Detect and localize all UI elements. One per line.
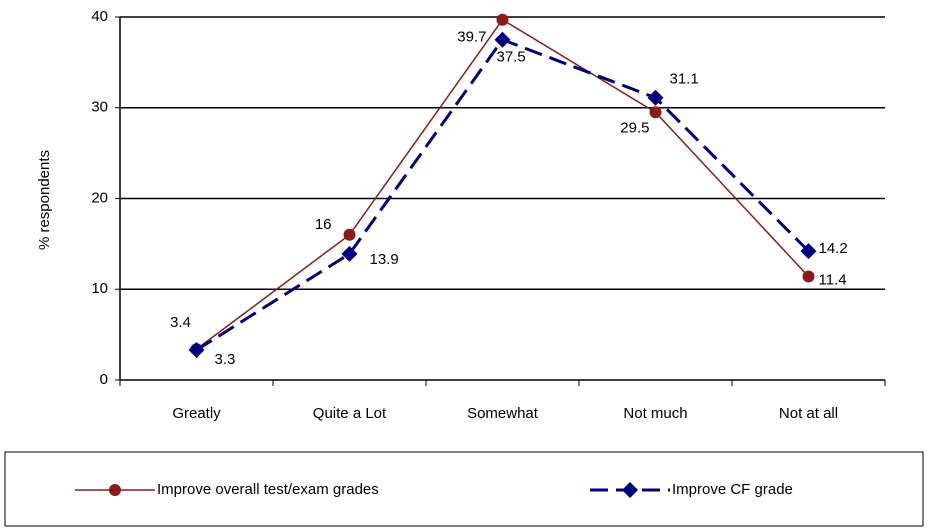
marker bbox=[343, 228, 356, 241]
legend-marker bbox=[109, 484, 121, 496]
marker bbox=[341, 245, 358, 262]
legend-label: Improve overall test/exam grades bbox=[157, 481, 379, 498]
data-label: 3.3 bbox=[215, 351, 236, 368]
series-line bbox=[196, 18, 810, 350]
data-label: 14.2 bbox=[819, 240, 848, 257]
x-tick-label: Not much bbox=[623, 405, 687, 422]
marker bbox=[649, 106, 662, 119]
y-tick-label: 30 bbox=[91, 99, 108, 116]
marker bbox=[496, 13, 509, 26]
data-label: 13.9 bbox=[370, 251, 399, 268]
x-tick-label: Greatly bbox=[172, 405, 221, 422]
x-tick-label: Quite a Lot bbox=[313, 405, 387, 422]
y-axis-label: % respondents bbox=[36, 150, 53, 250]
data-label: 3.4 bbox=[170, 314, 191, 331]
marker bbox=[802, 270, 815, 283]
legend-label: Improve CF grade bbox=[672, 481, 793, 498]
y-tick-label: 10 bbox=[91, 280, 108, 297]
data-label: 37.5 bbox=[497, 49, 526, 66]
x-tick-label: Not at all bbox=[779, 405, 838, 422]
data-label: 31.1 bbox=[670, 71, 699, 88]
data-label: 11.4 bbox=[819, 272, 847, 289]
data-label: 16 bbox=[315, 216, 332, 233]
y-tick-label: 20 bbox=[91, 189, 108, 206]
y-tick-label: 0 bbox=[100, 371, 108, 388]
data-label: 39.7 bbox=[457, 29, 486, 46]
x-tick-label: Somewhat bbox=[467, 405, 539, 422]
marker bbox=[800, 243, 817, 260]
marker bbox=[647, 89, 664, 106]
series-line bbox=[195, 37, 810, 352]
legend-box bbox=[4, 451, 924, 527]
marker bbox=[188, 342, 205, 359]
legend-marker bbox=[622, 482, 638, 498]
y-tick-label: 40 bbox=[91, 8, 108, 25]
marker bbox=[494, 31, 511, 48]
data-label: 29.5 bbox=[620, 119, 649, 136]
